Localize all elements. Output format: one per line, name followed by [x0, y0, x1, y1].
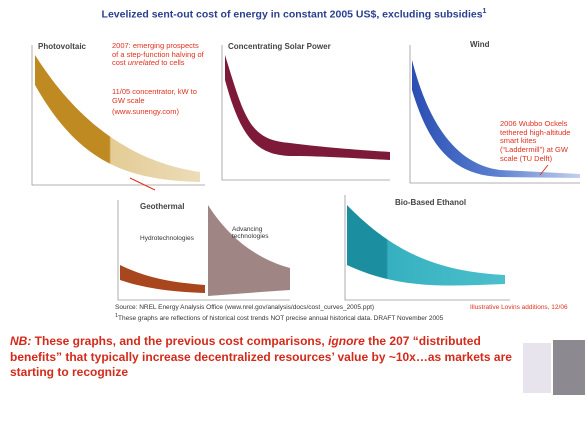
- wind-band: [412, 60, 580, 178]
- series-label: Advancing technologies: [232, 226, 269, 241]
- annotation-text: to cells: [159, 58, 185, 68]
- note: NB: These graphs, and the previous cost …: [10, 334, 515, 381]
- axes: [31, 45, 580, 301]
- annotation-emphasis: unrelated: [127, 58, 160, 68]
- series-label: Hydrotechnologies: [140, 235, 194, 242]
- note-text: the 207 “distributed benefits” that typi…: [10, 334, 512, 380]
- superscript: 1: [482, 8, 487, 15]
- panel-title: Wind: [470, 40, 490, 49]
- note-emphasis: ignore: [328, 334, 365, 348]
- thumbnail: [523, 343, 551, 393]
- annotation: 2007: emerging prospects of a step-funct…: [112, 41, 207, 68]
- title: Levelized sent-out cost of energy in con…: [0, 8, 588, 21]
- note-lead: NB:: [10, 334, 32, 348]
- thumbnail: [553, 340, 585, 395]
- footnote: 1These graphs are reflections of histori…: [115, 313, 443, 323]
- credit: Illustrative Lovins additions, 12/06: [470, 304, 568, 311]
- footnote-marker: 1: [115, 313, 119, 319]
- annotation: 2006 Wubbo Ockels tethered high-altitude…: [500, 119, 571, 163]
- csp-band: [225, 55, 390, 160]
- wind-arrow: [539, 164, 549, 176]
- panel-title: Bio-Based Ethanol: [395, 198, 467, 207]
- pv-band: [35, 55, 200, 182]
- note-text: These graphs, and the previous cost comp…: [31, 334, 329, 348]
- source: Source: NREL Energy Analysis Office (www…: [115, 304, 375, 311]
- panel-title: Photovoltaic: [38, 42, 87, 51]
- annotation-text: 2007: emerging prospects of a step-funct…: [112, 41, 204, 68]
- footnote-text: These graphs are reflections of historic…: [118, 315, 444, 323]
- annotation: (www.sunengy.com): [112, 107, 179, 116]
- geo-hydro-band: [120, 265, 205, 293]
- annotation: 11/05 concentrator, kW to GW scale: [112, 87, 197, 105]
- panel-title: Concentrating Solar Power: [228, 42, 331, 51]
- panel-title: Geothermal: [140, 202, 185, 211]
- pv-arrow: [129, 177, 156, 191]
- title-text: Levelized sent-out cost of energy in con…: [101, 8, 483, 21]
- geo-advancing-band: [208, 205, 290, 296]
- ethanol-band: [347, 205, 505, 286]
